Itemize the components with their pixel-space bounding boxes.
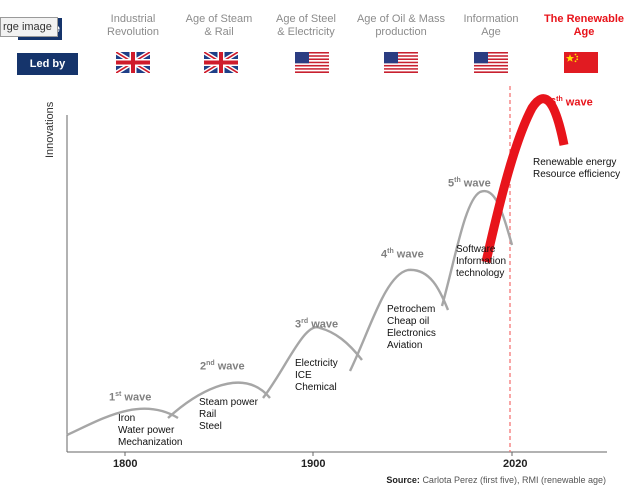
era-label-industrial: Industrial Revolution	[107, 13, 159, 38]
led-by-label: Led by	[29, 58, 66, 70]
wave-5-description: Software Information technology	[456, 244, 507, 279]
era-label-renewable: The Renewable Age	[543, 13, 625, 38]
wave-4-description: Petrochem Cheap oil Electronics Aviation	[387, 304, 436, 351]
wave-2-curve	[167, 381, 271, 419]
wave-2-description: Steam power Rail Steel	[199, 397, 258, 432]
wave-3-title: 3rd wave	[295, 318, 339, 331]
era-label-steam-rail: Age of Steam & Rail	[185, 13, 253, 38]
x-tick-label-2020: 2020	[503, 458, 528, 470]
source-label: Source:	[386, 475, 420, 485]
wave-5-title: 5th wave	[448, 177, 491, 190]
wave-3-curve	[262, 326, 363, 399]
wave-6-curve	[481, 94, 569, 263]
era-label-steel-electricity: Age of Steel & Electricity	[276, 13, 336, 38]
era-label-information: Information Age	[463, 13, 519, 38]
uk-flag-icon	[204, 52, 238, 73]
wave-1-title: 1st wave	[109, 391, 152, 404]
x-tick-label-1900: 1900	[301, 458, 326, 470]
wave-1-description: Iron Water power Mechanization	[118, 413, 183, 448]
us-flag-icon	[295, 52, 329, 73]
wave-6-description: Renewable energy Resource efficiency	[533, 157, 621, 180]
us-flag-icon	[474, 52, 508, 73]
wave-2-title: 2nd wave	[200, 360, 245, 373]
wave-1-curve	[66, 407, 179, 437]
china-flag-icon	[564, 52, 598, 73]
y-axis-label: Innovations	[44, 101, 56, 158]
source-text: Carlota Perez (first five), RMI (renewab…	[422, 475, 606, 485]
wave-3-description: Electricity ICE Chemical	[295, 358, 338, 393]
wave-6-title: 6th wave	[550, 96, 593, 109]
wave-4-title: 4th wave	[381, 248, 424, 261]
era-label-oil-mass: Age of Oil & Mass production	[356, 13, 446, 38]
x-tick-label-1800: 1800	[113, 458, 138, 470]
image-tooltip: rge image	[0, 17, 58, 37]
wave-4-curve	[348, 268, 450, 372]
us-flag-icon	[384, 52, 418, 73]
uk-flag-icon	[116, 52, 150, 73]
source-note: Source: Carlota Perez (first five), RMI …	[386, 475, 606, 485]
led-by-label-box: Led by	[17, 53, 78, 75]
